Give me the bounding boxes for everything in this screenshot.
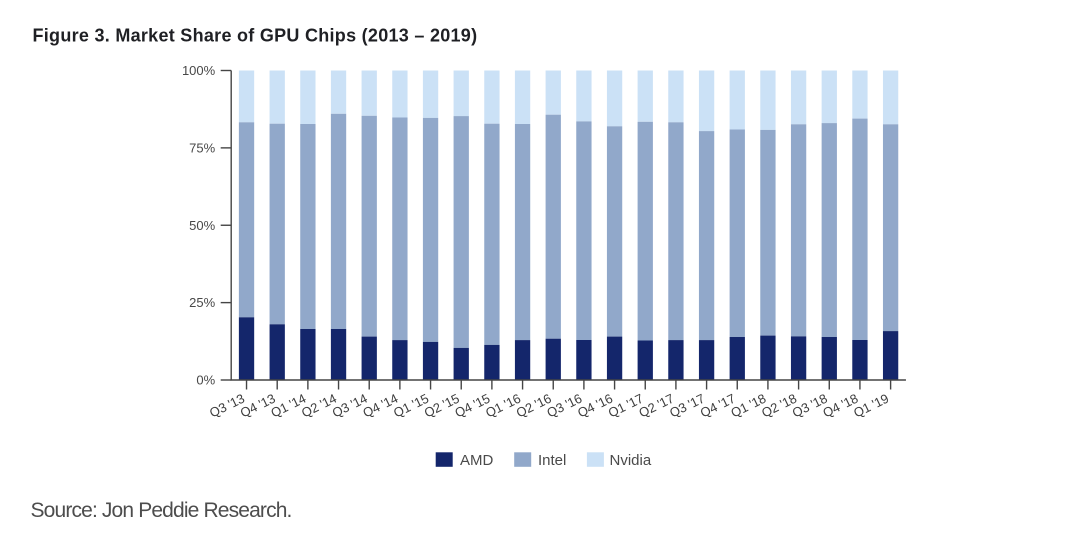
svg-text:Intel: Intel [538,452,566,469]
svg-text:Nvidia: Nvidia [610,452,652,469]
svg-text:Figure 3. Market Share of GPU: Figure 3. Market Share of GPU Chips (201… [33,26,478,46]
svg-text:0%: 0% [196,373,215,388]
svg-text:50%: 50% [189,218,215,233]
svg-text:100%: 100% [182,63,216,78]
svg-text:AMD: AMD [460,452,494,469]
svg-text:25%: 25% [189,295,215,310]
svg-text:Source: Jon Peddie Research.: Source: Jon Peddie Research. [31,499,292,522]
svg-text:75%: 75% [189,140,215,155]
